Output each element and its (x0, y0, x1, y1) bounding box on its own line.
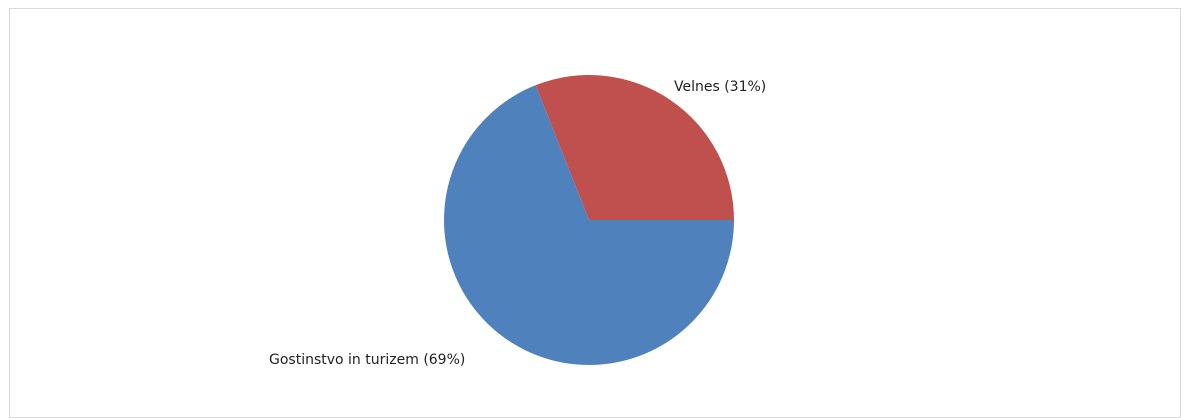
slice-label-velnes: Velnes (31%) (674, 79, 766, 95)
slice-label-gostinstvo-in-turizem: Gostinstvo in turizem (69%) (269, 352, 465, 368)
pie-slices (443, 74, 734, 365)
pie-labels: Velnes (31%) Gostinstvo in turizem (69%) (269, 79, 766, 368)
pie-slice-gostinstvo-in-turizem (443, 85, 734, 365)
pie-slice-velnes (535, 74, 734, 220)
